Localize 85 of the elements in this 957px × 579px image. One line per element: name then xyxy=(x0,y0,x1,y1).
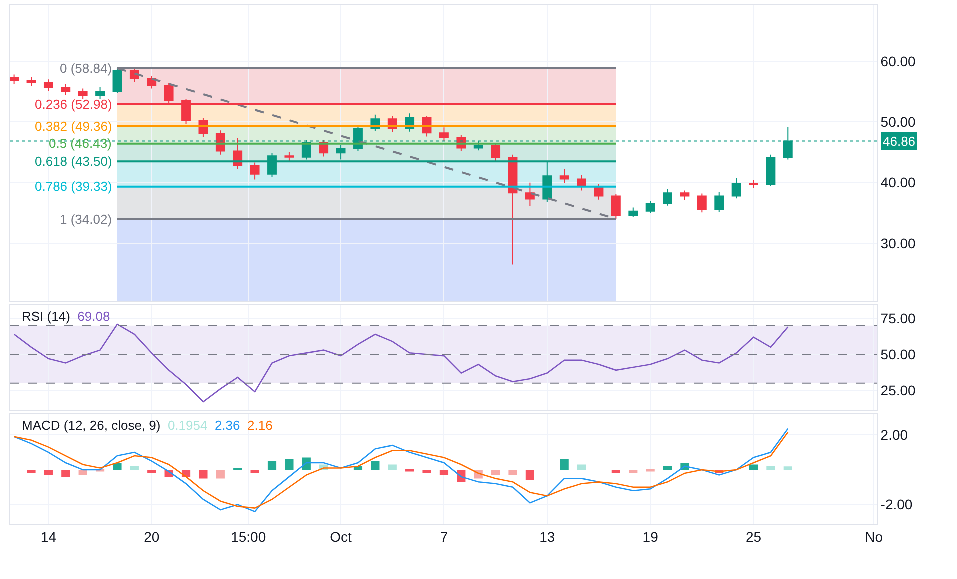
ref-line-label: 0.786 (39.33) xyxy=(35,179,112,194)
bar xyxy=(612,470,620,474)
bar xyxy=(766,466,776,470)
candlestick xyxy=(680,190,690,201)
ref-line-label: 0.618 (43.50) xyxy=(35,154,112,169)
bar xyxy=(560,460,569,470)
y-tick-label: 2.00 xyxy=(880,427,908,444)
candlestick xyxy=(714,192,724,212)
bar xyxy=(784,466,792,470)
bar xyxy=(130,466,139,470)
chart-title: MACD (12, 26, close, 9) xyxy=(22,418,161,433)
bar xyxy=(199,470,208,479)
candlestick xyxy=(508,154,518,266)
bar xyxy=(440,470,449,476)
annotation: 0.1954 xyxy=(168,418,208,433)
ref-line-label: 0.236 (52.98) xyxy=(35,97,112,112)
candlestick xyxy=(628,207,638,218)
y-tick-label: 40.00 xyxy=(880,174,916,191)
bar xyxy=(526,470,534,480)
bar xyxy=(663,466,672,470)
candlestick xyxy=(525,182,535,208)
annotation: 2.16 xyxy=(248,418,273,433)
bar xyxy=(44,470,53,476)
ref-line-label: 46.86 xyxy=(883,134,916,149)
candlestick xyxy=(749,180,758,189)
candlestick xyxy=(61,84,71,96)
bar xyxy=(577,464,586,470)
y-tick-label: 50.00 xyxy=(880,114,916,130)
bar xyxy=(371,461,380,470)
candlestick xyxy=(697,193,707,214)
bar xyxy=(406,469,414,472)
candlestick xyxy=(96,87,105,100)
x-tick-label: 14 xyxy=(40,528,57,545)
x-tick-label: 15:00 xyxy=(231,528,266,545)
annotation: 2.36 xyxy=(214,418,240,433)
candlestick xyxy=(284,152,294,162)
candlestick xyxy=(112,68,122,94)
candlestick xyxy=(646,200,656,214)
line-series xyxy=(14,324,789,403)
y-tick-label: 25.00 xyxy=(880,382,916,398)
candlestick xyxy=(250,162,260,180)
bar xyxy=(285,460,294,470)
candlestick xyxy=(10,74,20,86)
x-tick-label: 13 xyxy=(540,528,556,545)
candlestick xyxy=(663,189,672,206)
bar xyxy=(148,470,156,474)
bar xyxy=(749,464,758,470)
bar xyxy=(113,463,122,470)
annotation: 69.08 xyxy=(78,309,110,324)
candlestick xyxy=(78,88,88,100)
x-tick-label: Oct xyxy=(330,528,352,545)
ref-line-label: 1 (34.02) xyxy=(60,212,112,227)
candlestick xyxy=(766,154,776,187)
candlestick xyxy=(491,144,501,162)
bar xyxy=(250,470,260,474)
ref-line-label: 0.382 (49.36) xyxy=(35,119,112,134)
y-tick-label: -2.00 xyxy=(880,496,913,513)
candlestick xyxy=(560,168,570,184)
y-tick-label: 75.00 xyxy=(880,310,916,327)
bar xyxy=(492,470,500,476)
x-tick-label: 19 xyxy=(642,528,659,545)
bar xyxy=(216,470,225,479)
candlestick xyxy=(611,194,621,220)
bar xyxy=(508,470,518,476)
bar xyxy=(388,464,397,470)
chart-title: RSI (14) xyxy=(22,309,70,324)
bar xyxy=(27,470,36,474)
bar xyxy=(422,470,432,474)
bar xyxy=(646,469,655,472)
candlestick xyxy=(44,79,54,92)
x-tick-label: 25 xyxy=(746,528,762,545)
candlestick xyxy=(577,175,586,192)
ref-line-label: 0.5 (46.43) xyxy=(49,136,112,151)
y-tick-label: 60.00 xyxy=(880,53,916,70)
x-tick-label: No xyxy=(865,528,884,545)
candlestick xyxy=(440,127,449,142)
bar xyxy=(62,470,70,477)
candlestick xyxy=(732,177,742,200)
ref-line-label: 0 (58.84) xyxy=(60,61,112,76)
y-tick-label: 30.00 xyxy=(880,235,916,252)
bar xyxy=(268,461,277,470)
y-tick-label: 50.00 xyxy=(880,346,916,363)
bar xyxy=(629,470,638,474)
x-tick-label: 7 xyxy=(440,528,448,545)
x-tick-label: 20 xyxy=(144,528,160,545)
